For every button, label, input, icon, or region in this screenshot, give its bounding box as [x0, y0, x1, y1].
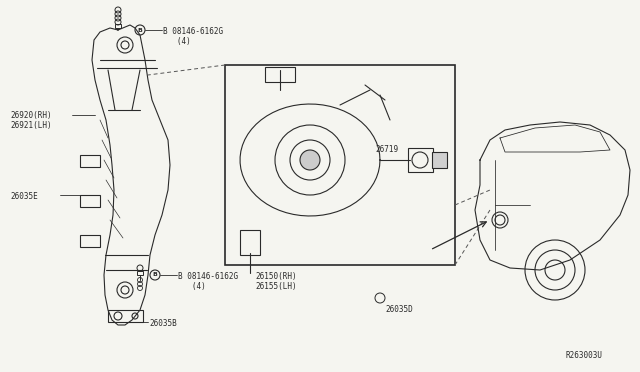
Bar [80, 195, 100, 207]
Bar [108, 310, 143, 322]
Bar [432, 152, 447, 168]
Circle shape [300, 150, 320, 170]
Bar [115, 24, 121, 28]
Bar [80, 155, 100, 167]
Text: 26719: 26719 [375, 145, 398, 154]
Text: 26035B: 26035B [149, 319, 177, 328]
Text: R263003U: R263003U [565, 351, 602, 360]
Bar [80, 235, 100, 247]
Bar [137, 271, 143, 275]
Text: B 08146-6162G
   (4): B 08146-6162G (4) [178, 272, 238, 291]
Bar [408, 148, 433, 172]
Text: 26035E: 26035E [10, 192, 38, 201]
Bar [240, 230, 260, 255]
Bar [265, 67, 295, 82]
Text: B: B [152, 273, 157, 278]
Text: 26920(RH)
26921(LH): 26920(RH) 26921(LH) [10, 111, 52, 131]
Text: B: B [138, 28, 143, 32]
Bar [225, 65, 455, 265]
Text: B 08146-6162G
   (4): B 08146-6162G (4) [163, 27, 223, 46]
Text: 26035D: 26035D [385, 305, 413, 314]
Text: 26150(RH)
26155(LH): 26150(RH) 26155(LH) [255, 272, 296, 291]
